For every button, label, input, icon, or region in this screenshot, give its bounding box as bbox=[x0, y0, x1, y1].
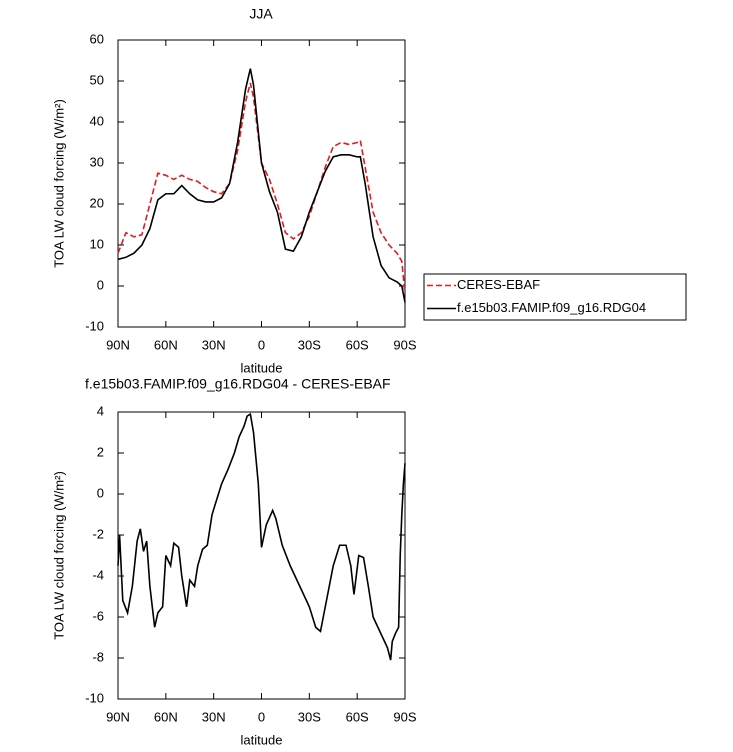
x-tick-label: 90S bbox=[393, 709, 416, 724]
x-axis-label: latitude bbox=[241, 360, 283, 375]
y-tick-label: -10 bbox=[85, 318, 104, 333]
legend-frame bbox=[423, 273, 687, 321]
x-tick-label: 60N bbox=[154, 709, 178, 724]
y-tick-label: 30 bbox=[90, 154, 104, 169]
plot-frame bbox=[117, 411, 406, 700]
x-tick-label: 30N bbox=[202, 709, 226, 724]
legend-label: CERES-EBAF bbox=[457, 277, 540, 292]
y-tick-label: -8 bbox=[92, 649, 104, 664]
x-tick-label: 60S bbox=[346, 709, 369, 724]
y-axis-label: TOA LW cloud forcing (W/m²) bbox=[51, 471, 66, 640]
y-tick-label: -6 bbox=[92, 608, 104, 623]
y-tick-label: 60 bbox=[90, 31, 104, 46]
x-tick-label: 90N bbox=[106, 337, 130, 352]
x-tick-label: 90S bbox=[393, 337, 416, 352]
y-axis-label: TOA LW cloud forcing (W/m²) bbox=[51, 99, 66, 268]
y-tick-label: 4 bbox=[97, 403, 104, 418]
y-tick-label: 50 bbox=[90, 72, 104, 87]
y-tick-label: 40 bbox=[90, 113, 104, 128]
chart-title: JJA bbox=[249, 6, 273, 22]
x-tick-label: 0 bbox=[258, 709, 265, 724]
y-tick-label: -10 bbox=[85, 690, 104, 705]
plot-frame bbox=[117, 39, 406, 328]
x-tick-label: 60N bbox=[154, 337, 178, 352]
y-tick-label: -2 bbox=[92, 526, 104, 541]
x-axis-label: latitude bbox=[241, 732, 283, 747]
x-tick-label: 90N bbox=[106, 709, 130, 724]
y-tick-label: 10 bbox=[90, 236, 104, 251]
data-line bbox=[117, 68, 406, 303]
x-tick-label: 30N bbox=[202, 337, 226, 352]
chart-title: f.e15b03.FAMIP.f09_g16.RDG04 - CERES-EBA… bbox=[85, 376, 391, 392]
y-tick-label: 2 bbox=[97, 444, 104, 459]
data-line bbox=[117, 82, 406, 295]
data-line bbox=[117, 412, 406, 661]
y-tick-label: 0 bbox=[97, 277, 104, 292]
y-tick-label: -4 bbox=[92, 567, 104, 582]
x-tick-label: 30S bbox=[298, 337, 321, 352]
x-tick-label: 0 bbox=[258, 337, 265, 352]
y-tick-label: 20 bbox=[90, 195, 104, 210]
x-tick-label: 60S bbox=[346, 337, 369, 352]
legend-label: f.e15b03.FAMIP.f09_g16.RDG04 bbox=[457, 300, 646, 315]
x-tick-label: 30S bbox=[298, 709, 321, 724]
y-tick-label: 0 bbox=[97, 485, 104, 500]
